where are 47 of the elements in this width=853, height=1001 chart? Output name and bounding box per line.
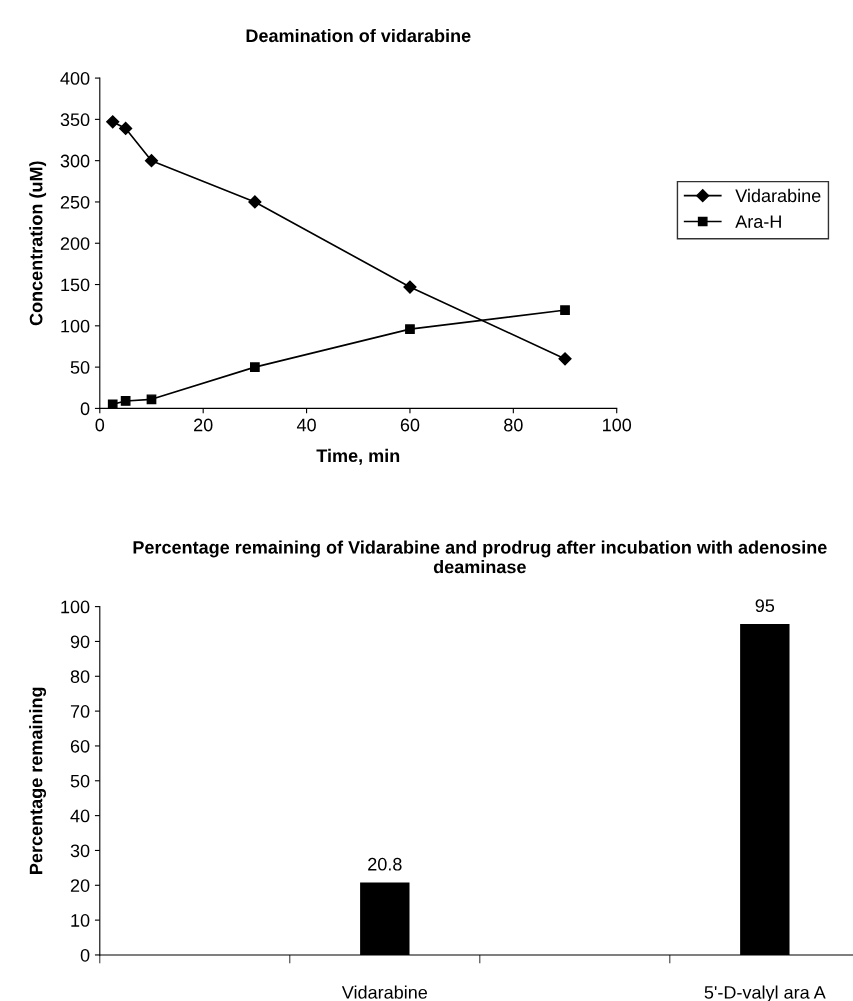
y-tick-label: 20: [70, 879, 90, 892]
y-tick-label: 300: [60, 154, 90, 168]
point: [119, 121, 133, 136]
point: [403, 280, 417, 294]
y-tick-label: 100: [61, 319, 90, 333]
point: [560, 305, 570, 315]
y-tick-label: 70: [70, 705, 90, 718]
y-tick-label: 40: [70, 809, 90, 823]
point: [405, 324, 415, 334]
x-tick-label: 20: [194, 418, 213, 432]
y-tick-label: 90: [70, 635, 90, 649]
point: [248, 195, 262, 209]
point: [120, 396, 131, 406]
x-tick-label: 0: [95, 418, 105, 432]
x-axis-title: Time, min: [316, 448, 400, 465]
data-label: 95: [755, 599, 775, 613]
y-tick-label: 150: [61, 278, 90, 292]
y-tick-label: 80: [70, 670, 90, 683]
y-tick-label: 350: [60, 113, 90, 127]
point: [146, 394, 157, 405]
y-axis-title: Percentage remaining: [29, 687, 47, 874]
x-tick-label: 100: [603, 418, 632, 432]
point: [107, 399, 118, 409]
legend-label: Ara-H: [735, 215, 781, 228]
y-tick-label: 10: [71, 914, 90, 927]
x-tick-label: 60: [400, 418, 420, 432]
x-tick-label: 80: [504, 418, 523, 432]
y-tick-label: 250: [60, 195, 90, 209]
chart-title: Deamination of vidarabine: [246, 28, 471, 43]
y-tick-label: 50: [70, 361, 90, 374]
x-tick-label: 40: [296, 418, 316, 432]
legend-label: Vidarabine: [735, 188, 821, 203]
y-tick-label: 400: [60, 72, 90, 85]
y-tick-label: 30: [70, 844, 90, 858]
y-tick-label: 0: [80, 402, 90, 416]
y-tick-label: 60: [70, 739, 90, 753]
point: [106, 115, 120, 129]
chart-title: Percentage remaining of Vidarabine and prodrug after incubation with adenosine deaminase: [133, 540, 827, 574]
data-label: 20.8: [368, 857, 402, 871]
y-tick-label: 100: [61, 600, 90, 614]
point: [250, 362, 260, 372]
point: [144, 154, 159, 168]
y-tick-label: 200: [60, 237, 90, 250]
y-axis-title: Concentration (uM): [29, 161, 47, 326]
y-tick-label: 0: [80, 948, 90, 962]
y-tick-label: 50: [70, 774, 90, 788]
point: [558, 352, 572, 366]
